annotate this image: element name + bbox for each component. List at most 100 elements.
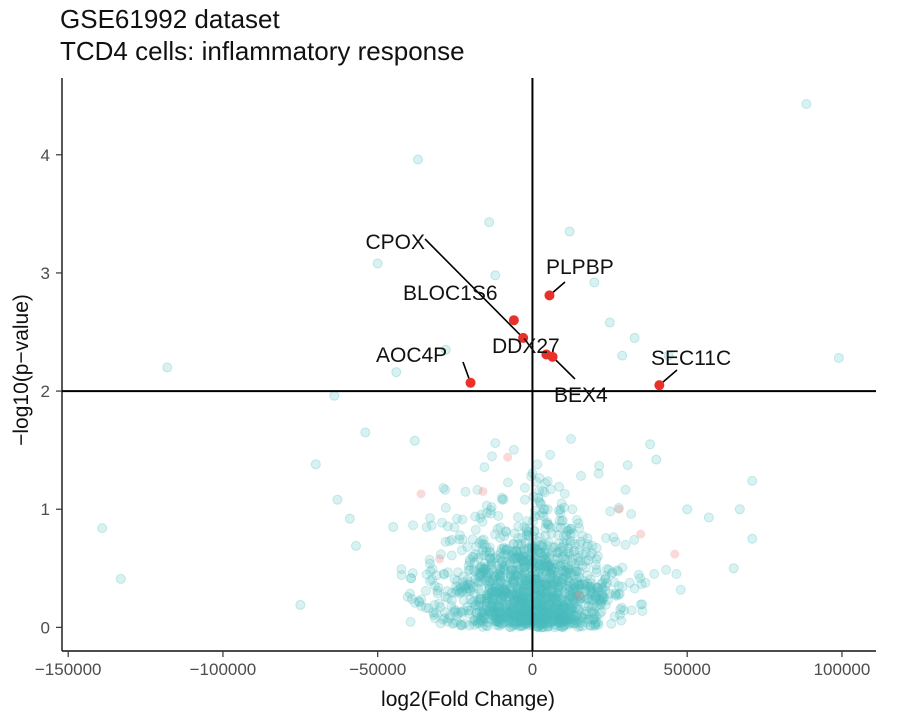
data-point [601, 564, 612, 574]
data-point [514, 605, 525, 616]
data-point [486, 614, 497, 625]
data-point [506, 571, 517, 582]
data-point [477, 545, 488, 556]
data-point [511, 570, 522, 581]
data-point [451, 585, 462, 596]
data-point [703, 512, 714, 523]
data-point [437, 517, 448, 528]
data-point [516, 599, 527, 610]
data-point [449, 574, 460, 585]
data-point [586, 589, 597, 600]
data-point [607, 567, 618, 578]
data-point [597, 590, 608, 601]
data-point [567, 595, 578, 606]
data-point [496, 614, 507, 625]
data-point [429, 613, 440, 624]
data-point [502, 612, 513, 623]
data-point [586, 587, 597, 597]
data-point [499, 584, 510, 595]
data-point [508, 538, 519, 549]
data-point [495, 570, 506, 581]
data-point [508, 593, 519, 603]
data-point [543, 553, 554, 564]
label-connector [424, 238, 524, 339]
data-point [568, 585, 579, 596]
data-point [539, 578, 550, 589]
data-point [515, 551, 526, 562]
data-point [565, 536, 576, 547]
data-point [564, 567, 575, 578]
data-point [483, 568, 494, 578]
data-point [496, 492, 507, 503]
data-point [509, 553, 520, 564]
data-point [594, 594, 605, 605]
data-point [490, 599, 501, 609]
data-point [544, 561, 555, 572]
data-point [510, 590, 521, 601]
data-point [495, 590, 506, 601]
data-point [553, 582, 564, 592]
data-point [553, 600, 564, 611]
data-point [585, 582, 596, 592]
data-point [499, 565, 510, 575]
data-point [470, 549, 481, 560]
data-point [591, 564, 602, 575]
data-point [566, 602, 577, 613]
data-point [563, 576, 574, 587]
data-point [420, 585, 431, 596]
data-point [479, 558, 490, 569]
data-point [553, 538, 564, 549]
data-point [520, 616, 531, 627]
data-point [461, 586, 472, 597]
data-point [537, 607, 548, 618]
data-point [492, 560, 503, 571]
data-point [520, 577, 531, 588]
data-point [516, 615, 527, 626]
data-point [467, 597, 478, 608]
data-point [543, 598, 554, 609]
data-point [591, 611, 602, 622]
data-point [540, 615, 551, 626]
data-point [502, 575, 513, 586]
data-point [537, 568, 548, 579]
x-tick-label: 100000 [814, 660, 871, 679]
data-point [494, 584, 505, 595]
data-point [534, 602, 545, 613]
data-point [492, 596, 503, 607]
data-point [500, 609, 511, 620]
data-point [535, 564, 546, 575]
data-point [560, 603, 571, 614]
data-point [516, 621, 527, 632]
data-point [506, 604, 517, 615]
data-point [450, 606, 461, 616]
data-point [520, 591, 531, 602]
data-point [533, 593, 544, 604]
data-point [432, 585, 443, 596]
data-point [801, 98, 812, 109]
data-point [542, 608, 553, 618]
data-point [595, 597, 606, 607]
data-point [589, 608, 600, 619]
data-point [499, 585, 510, 596]
data-point [540, 555, 551, 566]
data-point [682, 504, 693, 515]
data-point [582, 581, 593, 592]
data-point [569, 566, 580, 577]
data-point [520, 572, 531, 583]
data-point [508, 593, 519, 604]
data-point [486, 588, 497, 599]
data-point [533, 578, 544, 589]
data-point [486, 601, 497, 612]
data-point [530, 613, 541, 624]
data-point [560, 612, 571, 623]
data-point [588, 614, 599, 625]
data-point [552, 582, 563, 593]
data-point [536, 597, 547, 608]
data-point [571, 611, 582, 622]
data-point [530, 615, 541, 626]
data-point [498, 583, 509, 594]
data-point [564, 525, 574, 536]
data-point [600, 574, 611, 585]
data-point [556, 614, 567, 625]
data-point [616, 615, 627, 626]
